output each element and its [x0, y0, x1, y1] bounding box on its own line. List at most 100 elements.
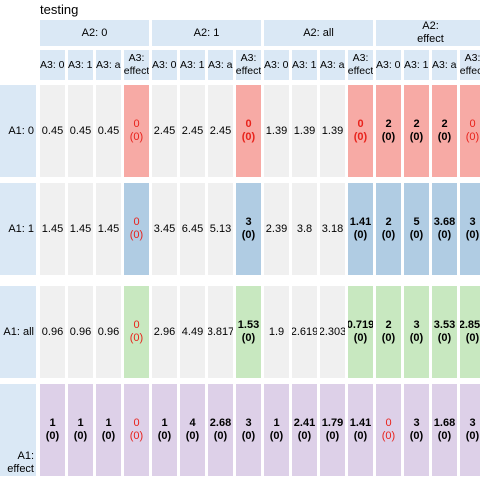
cell-value: 0: [385, 417, 392, 429]
table-cell: 1 (0): [264, 384, 289, 476]
cell-subvalue: (0): [241, 229, 256, 241]
table-cell: 0 (0): [124, 286, 149, 378]
cell-subvalue: (0): [353, 131, 368, 143]
cell-subvalue: (0): [269, 430, 284, 442]
cell-value: 3: [245, 417, 252, 429]
table-cell: 0 (0): [124, 384, 149, 476]
column-header: A3:effect: [124, 50, 149, 80]
cell-subvalue: (0): [325, 430, 340, 442]
table-cell: 2.619: [292, 286, 317, 378]
table-cell: 3 (0): [236, 183, 261, 275]
table-cell: 1.41 (0): [348, 384, 373, 476]
row-header: A1: all: [0, 286, 36, 378]
column-group-header-text: effect: [417, 33, 444, 45]
cell-subvalue: (0): [437, 131, 452, 143]
table-cell: 2.303: [320, 286, 345, 378]
cell-subvalue: (0): [353, 332, 368, 344]
table-cell: 0.96: [68, 286, 93, 378]
table-cell: 3 (0): [236, 384, 261, 476]
cell-value: 0.719: [348, 319, 373, 331]
cell-subvalue: (0): [465, 131, 480, 143]
table-cell: 2.45: [180, 85, 205, 177]
column-header-text: A3:: [464, 52, 480, 64]
table-cell: 3.817: [208, 286, 233, 378]
table-cell: 0.45: [68, 85, 93, 177]
cell-subvalue: (0): [437, 229, 452, 241]
table-cell: 3.45: [152, 183, 177, 275]
table-cell: 2 (0): [404, 85, 429, 177]
table-cell: 2 (0): [376, 286, 401, 378]
column-header: A3: all: [320, 50, 345, 80]
table-cell: 0 (0): [376, 384, 401, 476]
cell-subvalue: (0): [297, 430, 312, 442]
cell-value: 1.53: [237, 319, 260, 331]
table-cell: 2.39: [264, 183, 289, 275]
table-cell: 2 (0): [376, 183, 401, 275]
column-header: A3:effect: [348, 50, 373, 80]
cell-subvalue: (0): [213, 430, 228, 442]
cell-subvalue: (0): [381, 229, 396, 241]
table-cell: 0 (0): [348, 85, 373, 177]
cell-subvalue: (0): [157, 430, 172, 442]
column-header: A3: 1: [292, 50, 317, 80]
column-header-text: A3:: [240, 52, 257, 64]
table-cell: 0.45: [96, 85, 121, 177]
cell-value: 3: [245, 216, 252, 228]
table-cell: 0.96: [96, 286, 121, 378]
table-cell: 1.45: [68, 183, 93, 275]
table-cell: 5 (0): [404, 183, 429, 275]
table-cell: 0 (0): [460, 85, 480, 177]
table-cell: 3.8: [292, 183, 317, 275]
cell-value: 0: [133, 319, 140, 331]
cell-value: 3: [413, 417, 420, 429]
table-cell: 1.79 (0): [320, 384, 345, 476]
table-cell: 1 (0): [152, 384, 177, 476]
table-cell: 1.41 (0): [348, 183, 373, 275]
table-cell: 0 (0): [236, 85, 261, 177]
cell-subvalue: (0): [381, 332, 396, 344]
cell-value: 3.68: [433, 216, 456, 228]
cell-value: 1.41: [349, 417, 372, 429]
cell-value: 3: [469, 417, 476, 429]
cell-value: 1.79: [321, 417, 344, 429]
column-header: A3: 1: [180, 50, 205, 80]
cell-value: 0: [469, 118, 476, 130]
table-cell: 3 (0): [460, 384, 480, 476]
table-cell: 3 (0): [404, 286, 429, 378]
cell-subvalue: (0): [129, 430, 144, 442]
row-header-text: effect: [7, 463, 34, 475]
cell-subvalue: (0): [465, 229, 480, 241]
cell-value: 2.68: [209, 417, 232, 429]
cell-subvalue: (0): [73, 430, 88, 442]
cell-subvalue: (0): [353, 229, 368, 241]
cell-subvalue: (0): [409, 430, 424, 442]
column-header-text: A3:: [352, 52, 369, 64]
cell-subvalue: (0): [353, 430, 368, 442]
table-cell: 1.39: [292, 85, 317, 177]
table-cell: 2.857(0): [460, 286, 480, 378]
column-header-text: A3:: [128, 52, 145, 64]
table-cell: 1.9: [264, 286, 289, 378]
cell-subvalue: (0): [381, 430, 396, 442]
table-cell: 1 (0): [40, 384, 65, 476]
column-header: A3:effect: [236, 50, 261, 80]
table-cell: 0 (0): [124, 183, 149, 275]
cell-subvalue: (0): [185, 430, 200, 442]
table-cell: 2.45: [152, 85, 177, 177]
table-cell: 5.13: [208, 183, 233, 275]
row-header: A1: 1: [0, 183, 36, 275]
cell-subvalue: (0): [437, 430, 452, 442]
cell-value: 4: [189, 417, 196, 429]
table-cell: 2 (0): [432, 85, 457, 177]
cell-value: 1: [49, 417, 56, 429]
cell-value: 1.41: [349, 216, 372, 228]
column-group-header-text: A2:: [422, 20, 439, 32]
table-cell: 3 (0): [404, 384, 429, 476]
cell-value: 1: [105, 417, 112, 429]
cell-subvalue: (0): [381, 131, 396, 143]
cell-subvalue: (0): [409, 131, 424, 143]
column-header: A3: all: [432, 50, 457, 80]
cell-subvalue: (0): [129, 229, 144, 241]
cell-subvalue: (0): [129, 332, 144, 344]
